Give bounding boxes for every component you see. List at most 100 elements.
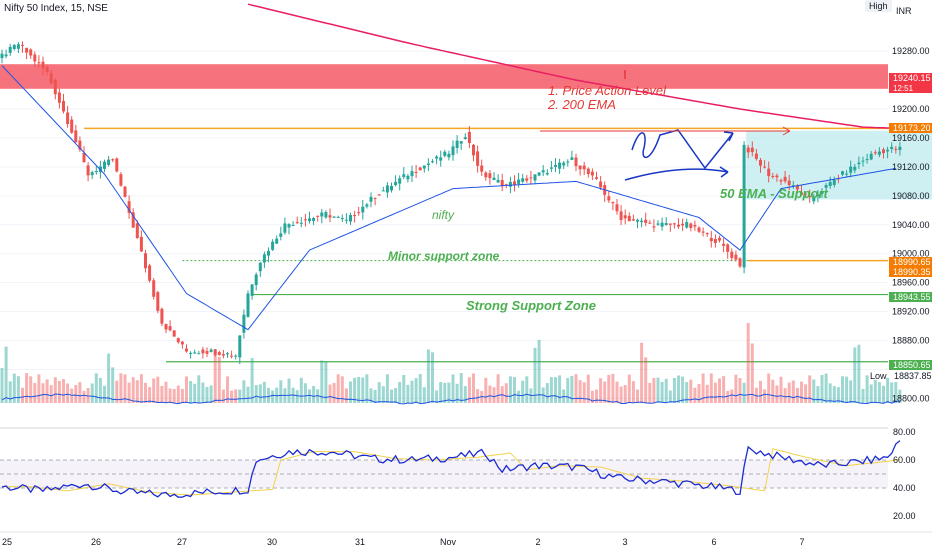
volume-bar	[836, 387, 840, 403]
volume-bar	[299, 377, 303, 403]
volume-bar	[221, 389, 225, 403]
volume-bar	[795, 387, 799, 403]
volume-bar	[660, 381, 664, 403]
candle-body	[426, 163, 430, 166]
candle-body	[12, 45, 16, 49]
volume-bar	[267, 387, 270, 403]
volume-bar	[381, 386, 385, 403]
projection-zigzag	[631, 129, 734, 170]
candle-body	[845, 173, 849, 175]
candle-body	[45, 66, 49, 72]
candle-body	[21, 44, 24, 46]
volume-bar	[590, 390, 594, 403]
candle-body	[353, 215, 357, 217]
volume-bar	[742, 382, 746, 403]
volume-bar	[787, 382, 791, 403]
candle-body	[877, 151, 881, 155]
volume-bar	[681, 376, 685, 403]
candle-body	[418, 167, 422, 171]
volume-bar	[324, 361, 328, 403]
candle-body	[213, 349, 217, 355]
candle-body	[631, 219, 635, 221]
candle-body	[660, 222, 664, 227]
candle-body	[148, 265, 152, 281]
volume-bar	[734, 374, 738, 403]
volume-bar	[426, 349, 430, 403]
volume-bar	[689, 379, 693, 403]
volume-bar	[631, 381, 635, 403]
candle-body	[168, 326, 172, 331]
candle-body	[599, 181, 603, 188]
volume-bar	[812, 379, 816, 403]
volume-bar	[156, 376, 160, 403]
volume-bar	[8, 381, 12, 403]
candle-body	[377, 194, 381, 196]
candle-body	[4, 54, 8, 57]
price-axis-label: 19000.00	[892, 249, 930, 259]
volume-bar	[262, 381, 266, 403]
volume-bar	[566, 377, 570, 403]
candle-body	[549, 167, 553, 169]
candle-body	[525, 178, 529, 181]
volume-bar	[439, 382, 443, 403]
volume-bar	[841, 376, 844, 403]
volume-bar	[640, 342, 644, 403]
volume-bar	[599, 378, 603, 403]
price-badge	[889, 360, 932, 370]
candle-body	[800, 192, 803, 195]
projection-arrowhead	[723, 131, 734, 142]
price-axis-label: 19200.00	[892, 104, 930, 114]
candle-body	[841, 171, 844, 175]
volume-bar	[201, 382, 205, 403]
volume-bar	[148, 387, 152, 403]
volume-bar	[726, 390, 730, 403]
candle-body	[742, 144, 746, 268]
candle-body	[508, 181, 512, 187]
volume-bar	[435, 390, 439, 403]
candle-body	[488, 173, 492, 179]
volume-bar	[152, 378, 156, 403]
volume-bars	[0, 323, 902, 403]
candle-body	[185, 348, 188, 352]
volume-bar	[246, 386, 250, 403]
volume-bar	[549, 377, 553, 403]
price-action-annotation: 1. Price Action Level	[548, 83, 667, 98]
volume-bar	[861, 388, 865, 403]
volume-bar	[377, 382, 381, 403]
candle-body	[66, 112, 70, 124]
volume-bar	[111, 367, 115, 403]
candle-body	[545, 172, 549, 175]
volume-bar	[652, 377, 656, 403]
candle-body	[82, 152, 86, 162]
volume-bar	[730, 389, 734, 403]
candle-body	[517, 179, 521, 184]
candle-body	[697, 227, 701, 232]
volume-bar	[800, 381, 803, 403]
volume-bar	[90, 383, 94, 403]
volume-bar	[25, 373, 29, 403]
volume-bar	[303, 383, 307, 403]
volume-bar	[205, 386, 209, 403]
volume-bar	[459, 373, 463, 403]
candle-body	[566, 161, 570, 163]
price-badge-time: 12:51	[893, 84, 914, 93]
volume-bar	[677, 375, 680, 403]
candle-body	[361, 206, 365, 213]
candle-body	[308, 218, 311, 222]
candle-body	[529, 177, 533, 179]
time-axis-label: Nov	[440, 537, 457, 547]
volume-bar	[254, 385, 258, 403]
volume-bar	[398, 382, 402, 403]
volume-bar	[332, 383, 336, 403]
candle-body	[537, 172, 541, 176]
candle-body	[820, 191, 824, 194]
candle-body	[57, 92, 61, 103]
volume-bar	[316, 389, 320, 403]
candle-body	[246, 293, 250, 317]
candle-body	[242, 314, 246, 333]
volume-bar	[418, 373, 422, 403]
candle-body	[119, 174, 123, 186]
volume-bar	[57, 380, 61, 403]
